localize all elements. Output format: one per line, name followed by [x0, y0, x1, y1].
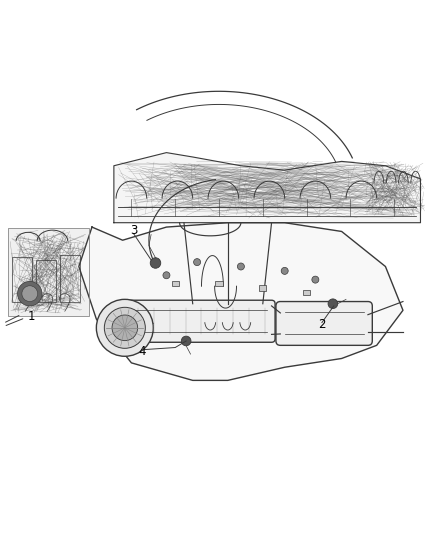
- Circle shape: [112, 315, 138, 341]
- Bar: [215, 281, 223, 286]
- Circle shape: [18, 281, 42, 306]
- Circle shape: [237, 263, 244, 270]
- FancyBboxPatch shape: [124, 300, 275, 342]
- Text: 3: 3: [130, 224, 137, 237]
- Bar: [303, 290, 310, 295]
- Bar: [8, 228, 89, 316]
- Circle shape: [194, 259, 201, 265]
- Text: 2: 2: [318, 318, 326, 331]
- Text: 4: 4: [138, 344, 146, 358]
- Circle shape: [96, 300, 153, 356]
- Polygon shape: [114, 152, 420, 223]
- Bar: [172, 281, 179, 286]
- Text: 1: 1: [28, 310, 35, 324]
- Circle shape: [150, 258, 161, 268]
- Polygon shape: [79, 223, 403, 381]
- Circle shape: [104, 308, 145, 349]
- Bar: [259, 285, 266, 290]
- FancyBboxPatch shape: [276, 302, 372, 345]
- Circle shape: [22, 286, 38, 302]
- Bar: [8, 228, 89, 316]
- Circle shape: [281, 268, 288, 274]
- Circle shape: [312, 276, 319, 283]
- Bar: [60, 255, 80, 302]
- Bar: [12, 256, 32, 302]
- Circle shape: [328, 299, 338, 309]
- Circle shape: [181, 336, 191, 346]
- Bar: [36, 260, 56, 302]
- Circle shape: [163, 272, 170, 279]
